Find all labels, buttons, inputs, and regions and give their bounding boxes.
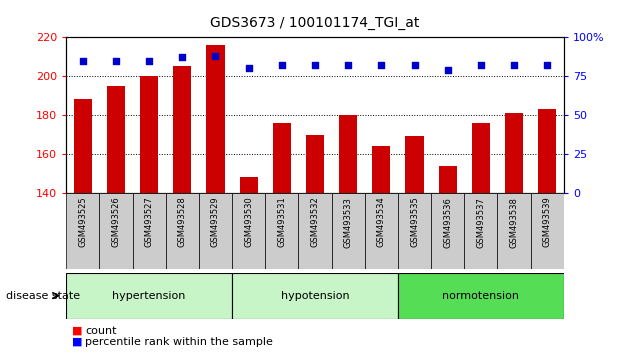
Text: GSM493535: GSM493535 — [410, 197, 419, 247]
Bar — [372, 146, 391, 193]
Point — [144, 58, 154, 63]
Point — [244, 65, 254, 71]
Point — [277, 62, 287, 68]
Point — [77, 58, 88, 63]
Text: normotension: normotension — [442, 291, 519, 301]
Point — [376, 62, 386, 68]
Bar — [406, 137, 423, 193]
Text: GSM493533: GSM493533 — [344, 197, 353, 247]
Text: GDS3673 / 100101174_TGI_at: GDS3673 / 100101174_TGI_at — [210, 16, 420, 30]
Point — [177, 55, 187, 60]
Text: disease state: disease state — [6, 291, 81, 301]
Bar — [199, 193, 232, 269]
Text: ■: ■ — [72, 337, 83, 347]
Bar — [339, 115, 357, 193]
Bar — [498, 193, 530, 269]
Text: GSM493529: GSM493529 — [211, 197, 220, 247]
Bar — [438, 166, 457, 193]
Bar — [273, 123, 291, 193]
Text: GSM493531: GSM493531 — [277, 197, 286, 247]
Bar — [173, 67, 192, 193]
Bar — [66, 193, 100, 269]
Text: GSM493527: GSM493527 — [145, 197, 154, 247]
Bar — [472, 123, 490, 193]
Bar — [398, 193, 431, 269]
Bar — [538, 109, 556, 193]
Bar — [464, 193, 498, 269]
Text: percentile rank within the sample: percentile rank within the sample — [85, 337, 273, 347]
Bar — [398, 273, 564, 319]
Text: ■: ■ — [72, 326, 83, 336]
Bar — [239, 177, 258, 193]
Text: hypotension: hypotension — [281, 291, 349, 301]
Bar — [265, 193, 299, 269]
Point — [310, 62, 320, 68]
Point — [343, 62, 353, 68]
Bar — [232, 193, 265, 269]
Bar — [66, 273, 232, 319]
Bar — [365, 193, 398, 269]
Point — [476, 62, 486, 68]
Text: GSM493536: GSM493536 — [444, 197, 452, 247]
Bar — [166, 193, 199, 269]
Point — [410, 62, 420, 68]
Bar — [140, 76, 158, 193]
Bar — [232, 273, 398, 319]
Bar — [207, 45, 224, 193]
Bar — [306, 135, 324, 193]
Bar — [107, 86, 125, 193]
Text: hypertension: hypertension — [112, 291, 186, 301]
Text: GSM493526: GSM493526 — [112, 197, 120, 247]
Text: GSM493539: GSM493539 — [543, 197, 552, 247]
Point — [542, 62, 553, 68]
Text: GSM493528: GSM493528 — [178, 197, 186, 247]
Point — [509, 62, 519, 68]
Text: GSM493532: GSM493532 — [311, 197, 319, 247]
Text: GSM493534: GSM493534 — [377, 197, 386, 247]
Text: GSM493530: GSM493530 — [244, 197, 253, 247]
Point — [443, 67, 453, 73]
Bar — [530, 193, 564, 269]
Text: GSM493538: GSM493538 — [510, 197, 518, 247]
Text: GSM493525: GSM493525 — [78, 197, 87, 247]
Bar — [331, 193, 365, 269]
Bar — [299, 193, 331, 269]
Bar — [505, 113, 523, 193]
Text: count: count — [85, 326, 117, 336]
Bar — [132, 193, 166, 269]
Point — [210, 53, 220, 59]
Text: GSM493537: GSM493537 — [476, 197, 485, 247]
Bar — [100, 193, 132, 269]
Bar — [431, 193, 464, 269]
Point — [111, 58, 121, 63]
Bar — [74, 99, 92, 193]
